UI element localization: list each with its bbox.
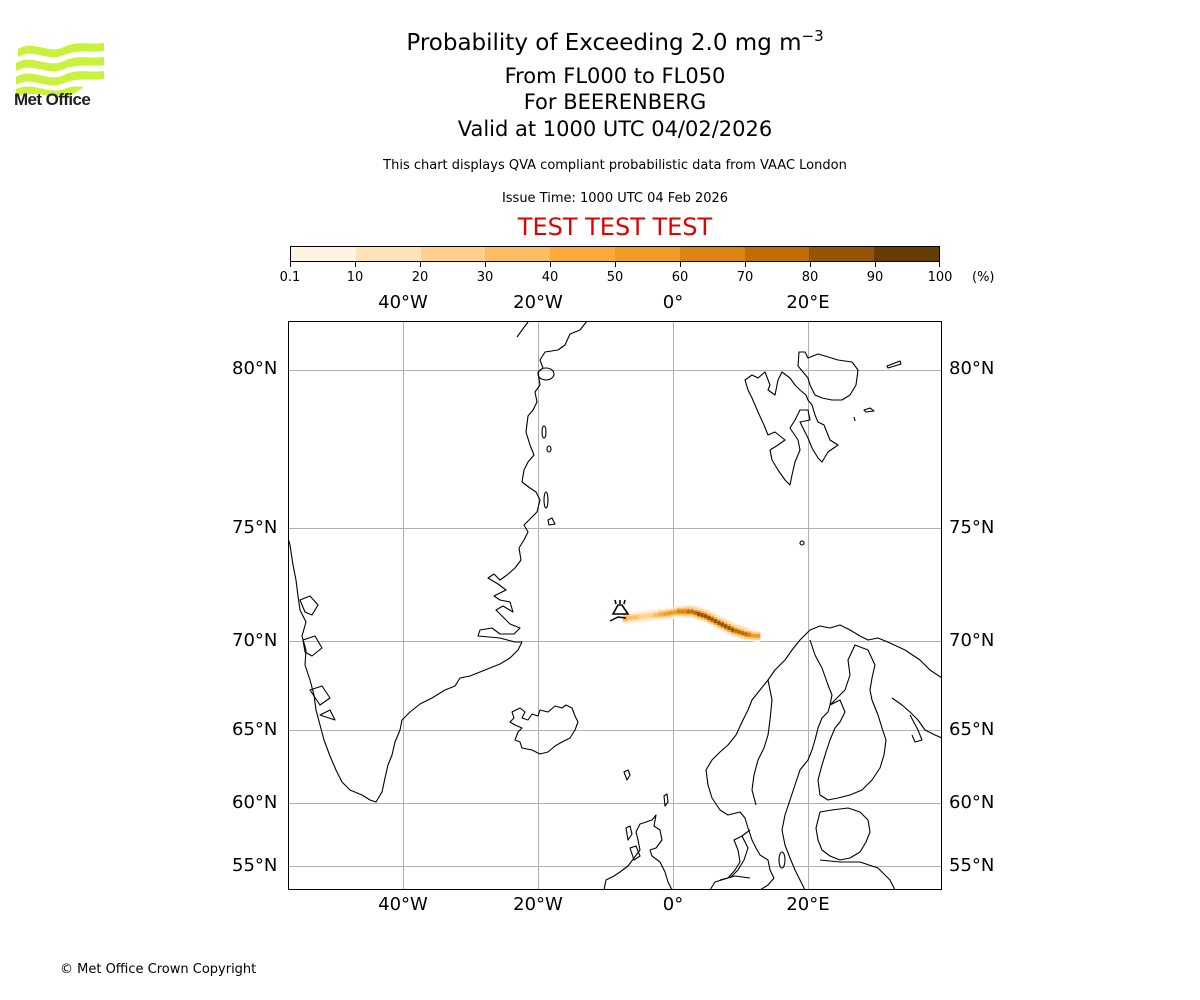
lon-label-top: 40°W (378, 292, 428, 313)
great-britain (603, 814, 673, 890)
met-office-logo-icon (16, 43, 104, 97)
valid-time: Valid at 1000 UTC 04/02/2026 (457, 117, 773, 141)
issue-time: Issue Time: 1000 UTC 04 Feb 2026 (501, 191, 729, 206)
colorbar-tick-label: 0.1 (279, 270, 301, 285)
lat-label-left: 65°N (232, 719, 278, 740)
lon-label-top: 0° (662, 292, 684, 313)
colorbar-tick (485, 262, 486, 267)
lat-label-right: 60°N (949, 792, 995, 813)
colorbar-segment (614, 247, 680, 261)
colorbar-tick-label: 40 (541, 270, 559, 285)
lat-label-right: 55°N (949, 855, 995, 876)
lon-label-bottom: 20°E (786, 894, 830, 915)
colorbar-tick-label: 90 (866, 270, 884, 285)
iceland (509, 704, 579, 755)
colorbar-tick-label: 20 (411, 270, 429, 285)
svalbard (744, 371, 839, 486)
volcano-name: For BEERENBERG (523, 90, 707, 114)
colorbar-tick (420, 262, 421, 267)
lon-label-top: 20°E (786, 292, 830, 313)
lat-label-left: 75°N (232, 517, 278, 538)
ash-plume (622, 605, 761, 642)
sweden-finland-border (781, 639, 833, 890)
colorbar-tick-label: 70 (736, 270, 754, 285)
probability-colorbar (290, 246, 940, 262)
greenland-east-coast (288, 321, 588, 803)
colorbar-tick (745, 262, 746, 267)
lat-label-right: 75°N (949, 517, 995, 538)
colorbar-tick (290, 262, 291, 267)
colorbar-segment (744, 247, 810, 261)
copyright-footer: © Met Office Crown Copyright (60, 962, 257, 977)
colorbar-tick-label: 60 (671, 270, 689, 285)
colorbar-segment (809, 247, 875, 261)
gridlines (288, 321, 942, 890)
colorbar-segment (550, 247, 615, 261)
logo-text: Met Office (14, 90, 91, 109)
chart-description: This chart displays QVA compliant probab… (383, 158, 847, 173)
colorbar-segment (420, 247, 486, 261)
colorbar-tick-label: 80 (801, 270, 819, 285)
lon-label-bottom: 0° (662, 894, 684, 915)
colorbar-tick-label: 30 (476, 270, 494, 285)
colorbar-segment (291, 247, 356, 261)
finland (817, 644, 887, 801)
lat-label-right: 65°N (949, 719, 995, 740)
lat-label-right: 80°N (949, 358, 995, 379)
colorbar-tick-label: 50 (606, 270, 624, 285)
colorbar-tick-label: 10 (346, 270, 364, 285)
colorbar-segment (485, 247, 551, 261)
colorbar-tick-label: 100 (927, 270, 953, 285)
lat-label-left: 80°N (232, 358, 278, 379)
lat-label-left: 60°N (232, 792, 278, 813)
lon-label-bottom: 40°W (378, 894, 428, 915)
colorbar-tick (680, 262, 681, 267)
volcano-icon (609, 599, 630, 622)
colorbar-tick (355, 262, 356, 267)
test-banner: TEST TEST TEST (517, 213, 713, 241)
colorbar-segment (679, 247, 745, 261)
colorbar-tick (875, 262, 876, 267)
norway-coast (705, 624, 942, 890)
colorbar-tick (939, 262, 940, 267)
colorbar-tick (810, 262, 811, 267)
colorbar-segment (874, 247, 939, 261)
lon-label-bottom: 20°W (513, 894, 563, 915)
lat-label-left: 55°N (232, 855, 278, 876)
colorbar-tick (550, 262, 551, 267)
lat-label-left: 70°N (232, 630, 278, 651)
colorbar-tick (615, 262, 616, 267)
chart-title: Probability of Exceeding 2.0 mg m−3 (406, 27, 824, 56)
colorbar-segment (355, 247, 421, 261)
lon-label-top: 20°W (513, 292, 563, 313)
coastlines (288, 321, 942, 890)
map-frame (288, 321, 942, 890)
lat-label-right: 70°N (949, 630, 995, 651)
flight-level-range: From FL000 to FL050 (504, 64, 726, 88)
colorbar-unit: (%) (972, 270, 995, 285)
